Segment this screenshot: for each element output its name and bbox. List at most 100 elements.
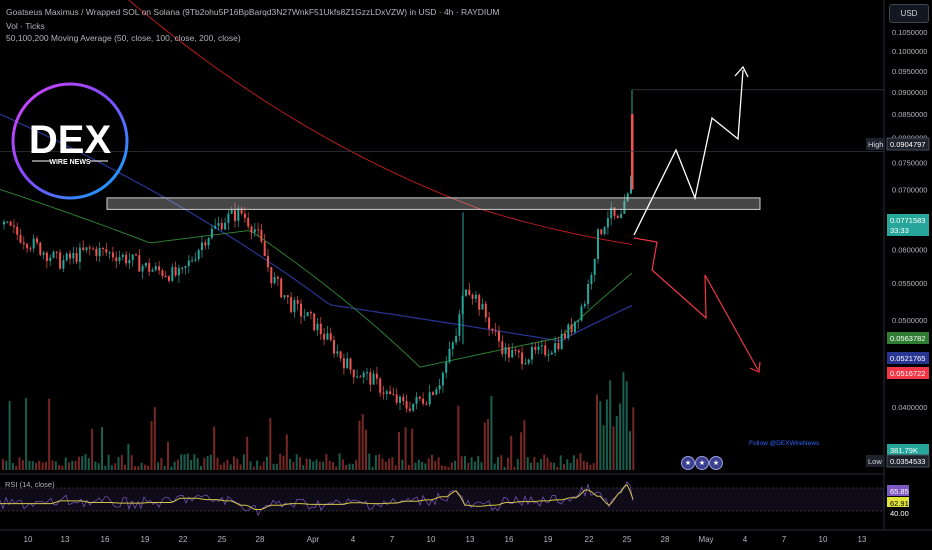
volume-bar [312,461,315,470]
price-label-box [887,352,929,364]
candle-body [6,221,9,223]
volume-bar [454,460,457,470]
candle-body [451,342,454,349]
volume-bar [167,441,169,470]
candle-body [135,254,137,256]
candle-body [412,403,415,411]
candle-body [319,323,322,335]
candle-body [547,354,550,356]
candle-body [300,303,302,317]
volume-bar [381,458,384,470]
moving-average-label[interactable]: 50,100,200 Moving Average (50, close, 10… [6,33,241,43]
candle-body [399,396,401,403]
volume-bar [467,462,470,470]
volume-bar [68,462,70,470]
volume-bar [431,454,433,470]
volume-bar [51,460,54,470]
candle-body [329,333,332,341]
volume-bar [233,456,235,470]
volume-bar [18,457,21,470]
volume-indicator-label[interactable]: Vol · Ticks [6,21,45,31]
candle-body [230,210,233,214]
candle-body [78,247,81,262]
candle-body [191,260,194,262]
candle-body [438,385,441,390]
volume-bar [457,405,460,470]
volume-bar [107,454,110,470]
candle-body [154,266,157,270]
x-tick-label: 10 [427,535,436,544]
candle-body [402,396,405,402]
volume-bar [200,465,202,470]
x-tick-label: 13 [858,535,867,544]
volume-bar [209,454,212,470]
candle-body [227,213,230,223]
candle-body [458,314,461,336]
candle-body [276,277,279,279]
volume-bar [256,460,259,470]
volume-bar [533,457,536,470]
us-flag-icon[interactable]: ★ [695,456,709,470]
volume-bar [31,461,34,470]
volume-bar [140,462,143,470]
us-flag-icon[interactable]: ★ [681,456,695,470]
candle-body [247,218,250,227]
x-tick-label: 16 [505,535,514,544]
volume-bar [374,455,377,470]
candle-body [346,358,349,369]
candle-body [540,345,543,347]
candle-body [484,303,487,318]
volume-bar [206,456,209,470]
y-tick-label: 0.1000000 [892,47,927,56]
volume-bar [193,454,196,470]
candle-body [511,350,514,358]
rsi-indicator-label[interactable]: RSI (14, close) [5,480,55,489]
candle-body [197,250,200,260]
candle-body [296,300,299,304]
volume-bar [176,459,179,470]
volume-bar [513,466,516,470]
x-tick-label: 28 [256,535,265,544]
candle-body [468,289,471,295]
candle-body [95,248,98,257]
volume-bar [229,464,232,470]
candle-body [557,343,560,350]
volume-bar [493,463,496,470]
volume-bar [539,458,542,470]
candle-body [422,398,425,404]
volume-bar [143,464,146,470]
volume-bar [361,414,364,470]
candle-body [517,350,520,353]
volume-bar [572,455,575,470]
candle-body [26,244,29,249]
x-tick-label: 25 [623,535,632,544]
x-tick-label: 10 [24,535,33,544]
volume-bar [242,454,245,470]
volume-bar [305,458,308,470]
currency-button[interactable]: USD [889,4,929,23]
rsi-label-value: 65.85 [890,487,909,496]
volume-bar [236,458,239,470]
volume-bar [308,459,311,470]
candle-body [626,193,629,201]
volume-bar [487,419,490,470]
candle-body [253,229,256,233]
volume-bar [602,425,605,470]
volume-bar [599,401,602,470]
candle-body [121,254,124,258]
candle-body [237,208,240,221]
price-label-value: 0.0354533 [890,457,925,466]
volume-bar [569,462,572,470]
volume-bar [160,458,163,470]
candle-body [587,284,590,304]
volume-bar [434,461,437,470]
candle-body [560,333,563,350]
candle-body [75,252,78,262]
candle-body [207,238,210,246]
candle-body [455,335,458,343]
volume-bar [15,465,18,470]
us-flag-icon[interactable]: ★ [709,456,723,470]
candle-body [613,207,616,216]
candle-body [118,257,121,262]
